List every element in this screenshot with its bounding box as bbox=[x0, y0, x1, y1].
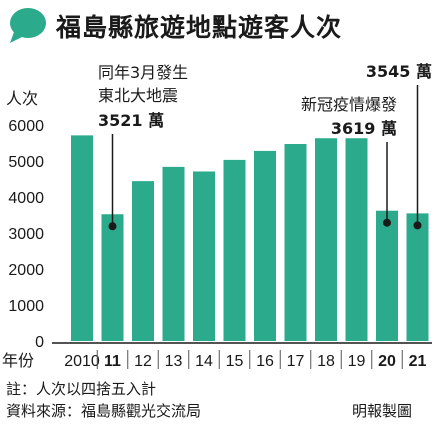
bar-18 bbox=[315, 138, 337, 341]
y-tick-label: 2000 bbox=[8, 262, 44, 279]
y-tick-label: 6000 bbox=[8, 118, 44, 135]
rounding-note: 註：人次以四捨五入計 bbox=[6, 380, 157, 398]
bar-16 bbox=[254, 150, 276, 341]
bar-20 bbox=[376, 210, 398, 341]
x-tick-label-13: 13 bbox=[165, 353, 183, 370]
x-axis-label: 年份 bbox=[2, 351, 34, 370]
x-tick-label-21: 21 bbox=[409, 353, 427, 370]
annotation-text-20: 新冠疫情爆發 bbox=[301, 95, 397, 114]
bar-2010 bbox=[71, 135, 93, 341]
annotation-dot-20 bbox=[383, 218, 391, 227]
bar-14 bbox=[193, 171, 215, 341]
chart-title-row: 福島縣旅遊地點遊客人次 bbox=[8, 4, 433, 44]
annotation-text-11: 東北大地震 bbox=[98, 86, 178, 105]
annotation-text-11: 同年3月發生 bbox=[98, 63, 188, 82]
bar-11 bbox=[101, 214, 124, 341]
annotation-dot-21 bbox=[413, 221, 422, 230]
y-tick-label: 0 bbox=[35, 334, 44, 351]
y-tick-label: 1000 bbox=[8, 298, 44, 315]
bar-21 bbox=[406, 213, 429, 341]
annotation-value-20: 3619 萬 bbox=[331, 119, 397, 138]
x-tick-label-2010: 2010 bbox=[64, 353, 100, 370]
annotation-dot-11 bbox=[108, 222, 117, 231]
x-tick-label-16: 16 bbox=[256, 353, 274, 370]
x-tick-label-20: 20 bbox=[378, 353, 396, 370]
data-source: 資料來源：福島縣觀光交流局 bbox=[6, 402, 202, 420]
bar-13 bbox=[162, 166, 185, 341]
bar-17 bbox=[284, 144, 307, 341]
y-tick-label: 3000 bbox=[8, 226, 44, 243]
x-tick-label-19: 19 bbox=[348, 353, 366, 370]
annotation-value-11: 3521 萬 bbox=[98, 111, 164, 130]
annotation-value-21: 3545 萬 bbox=[366, 62, 432, 81]
bar-19 bbox=[345, 138, 368, 341]
bar-15 bbox=[223, 159, 246, 341]
x-tick-label-12: 12 bbox=[134, 353, 152, 370]
speech-bubble-icon bbox=[10, 8, 46, 43]
bar-12 bbox=[132, 181, 154, 341]
y-tick-label: 4000 bbox=[8, 190, 44, 207]
x-tick-label-11: 11 bbox=[104, 353, 121, 370]
x-tick-label-14: 14 bbox=[195, 353, 213, 370]
x-tick-label-15: 15 bbox=[226, 353, 244, 370]
y-tick-label: 5000 bbox=[8, 154, 44, 171]
y-axis-label: 人次 bbox=[6, 89, 38, 108]
x-tick-label-17: 17 bbox=[287, 353, 305, 370]
graphic-credit: 明報製圖 bbox=[352, 402, 413, 420]
chart-title: 福島縣旅遊地點遊客人次 bbox=[56, 13, 343, 42]
x-tick-label-18: 18 bbox=[317, 353, 335, 370]
